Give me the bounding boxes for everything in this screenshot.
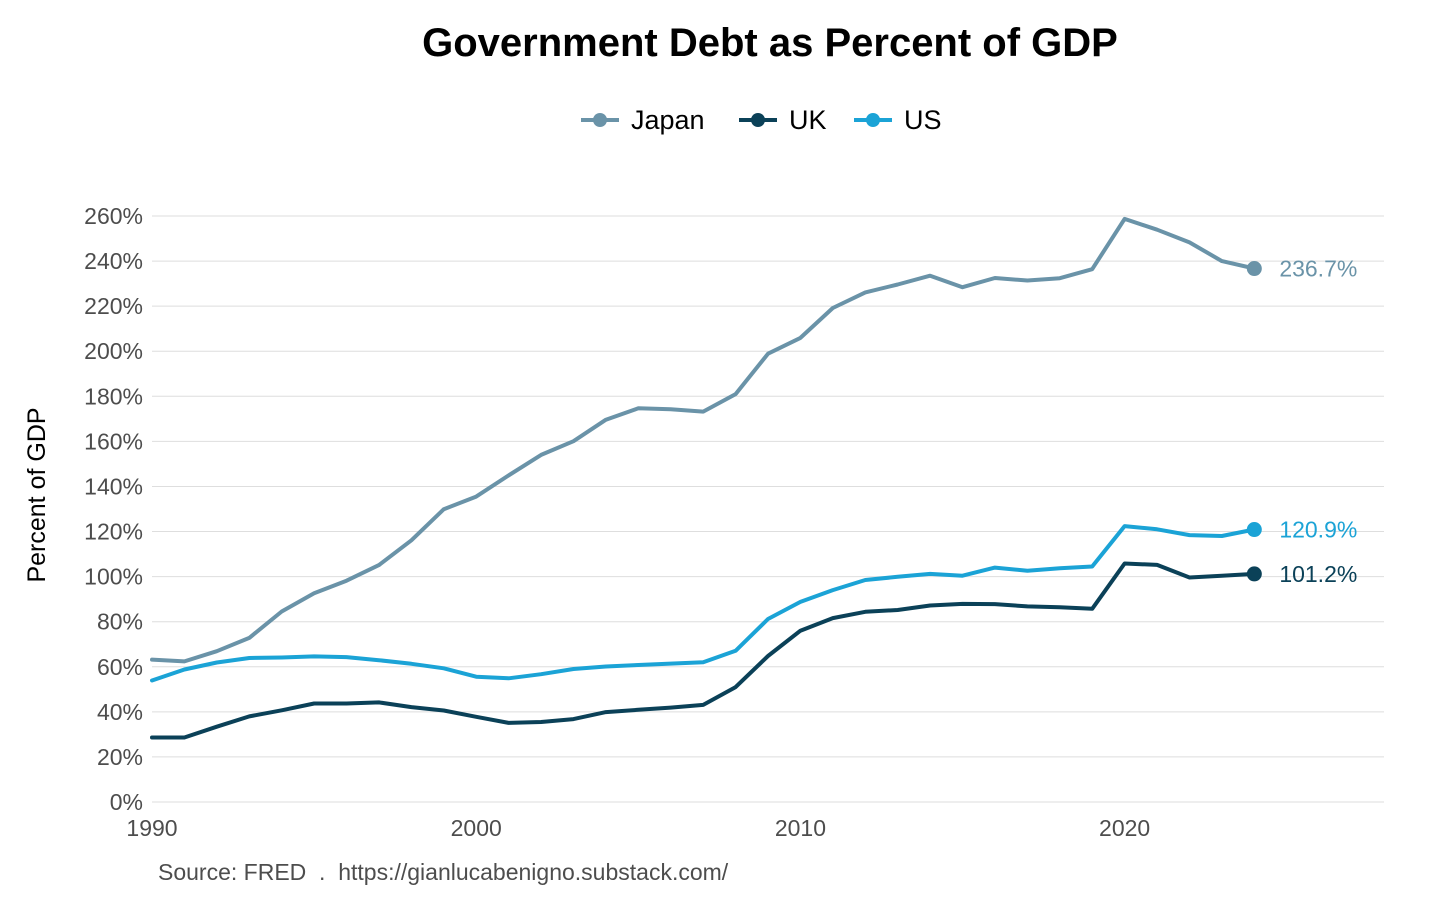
y-tick-label-40: 40% — [97, 699, 143, 725]
y-tick-label-100: 100% — [84, 564, 143, 590]
y-tick-label-200: 200% — [84, 338, 143, 364]
chart-caption: Source: FRED . https://gianlucabenigno.s… — [158, 859, 729, 885]
series-layer — [150, 216, 1262, 740]
legend-label-uk: UK — [789, 105, 827, 135]
chart-title: Government Debt as Percent of GDP — [422, 21, 1118, 65]
x-tick-label-2000: 2000 — [451, 815, 502, 841]
x-axis-ticks: 1990 2000 2010 2020 — [126, 815, 1150, 841]
x-tick-label-2020: 2020 — [1099, 815, 1150, 841]
y-tick-label-160: 160% — [84, 428, 143, 454]
series-line-us — [150, 524, 1257, 683]
series-end-point-us — [1246, 522, 1262, 538]
legend-label-us: US — [904, 105, 942, 135]
legend-marker-japan — [593, 113, 607, 127]
x-tick-label-1990: 1990 — [126, 815, 177, 841]
series-line-uk — [150, 561, 1257, 740]
end-label-uk: 101.2% — [1279, 561, 1357, 587]
series-end-point-japan — [1246, 261, 1262, 277]
y-tick-label-240: 240% — [84, 248, 143, 274]
y-axis-label: Percent of GDP — [23, 407, 51, 582]
end-label-us: 120.9% — [1279, 517, 1357, 543]
chart-legend: Japan UK US — [581, 105, 942, 135]
legend-marker-uk — [751, 113, 765, 127]
y-tick-label-60: 60% — [97, 654, 143, 680]
y-tick-label-0: 0% — [110, 789, 143, 815]
legend-marker-us — [866, 113, 880, 127]
x-tick-label-2010: 2010 — [775, 815, 826, 841]
y-tick-label-20: 20% — [97, 744, 143, 770]
series-line-japan — [150, 216, 1257, 664]
end-label-japan: 236.7% — [1279, 256, 1357, 282]
y-tick-label-180: 180% — [84, 383, 143, 409]
y-tick-label-260: 260% — [84, 203, 143, 229]
y-tick-label-140: 140% — [84, 473, 143, 499]
y-tick-label-120: 120% — [84, 519, 143, 545]
y-axis-ticks: 0% 20% 40% 60% 80% 100% 120% 140% 160% 180% 200% 22… — [84, 203, 143, 815]
y-tick-label-80: 80% — [97, 609, 143, 635]
legend-label-japan: Japan — [631, 105, 705, 135]
series-end-point-uk — [1246, 566, 1262, 582]
end-labels: 236.7% 101.2% 120.9% — [1279, 256, 1357, 587]
y-tick-label-220: 220% — [84, 293, 143, 319]
gridlines — [152, 215, 1384, 803]
